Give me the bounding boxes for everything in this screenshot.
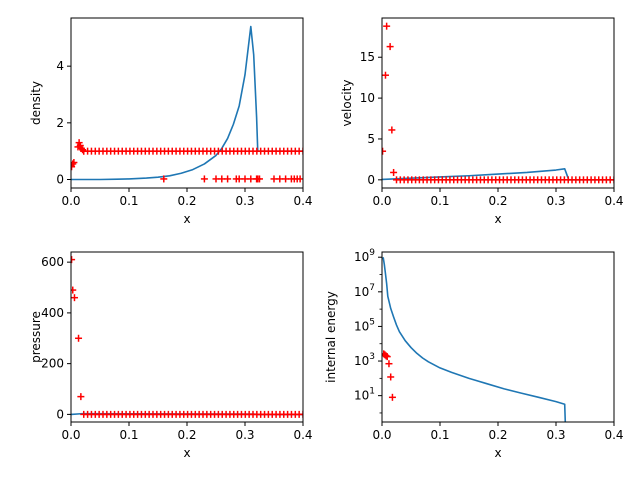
- x-axis-label: x: [494, 446, 501, 460]
- x-tick-label: 0.0: [61, 428, 80, 442]
- x-tick-label: 0.3: [235, 194, 254, 208]
- scatter-point: [200, 175, 208, 183]
- x-tick-label: 0.3: [546, 428, 565, 442]
- scatter-point: [382, 71, 389, 79]
- y-tick-exponent: 5: [369, 317, 375, 327]
- y-tick-exponent: 3: [369, 352, 375, 362]
- x-axis-label: x: [183, 212, 190, 226]
- y-axis-label: density: [29, 81, 43, 125]
- y-tick-label: 10: [360, 91, 375, 105]
- y-tick-label: 0: [56, 173, 64, 187]
- y-tick-label: 0: [367, 173, 375, 187]
- y-tick-label: 2: [56, 116, 64, 130]
- y-tick-label: 107: [354, 283, 375, 299]
- scatter-point: [75, 334, 83, 342]
- scatter-point: [296, 175, 303, 183]
- scatter-point: [71, 286, 77, 294]
- plot-area: [382, 257, 567, 422]
- x-tick-label: 0.1: [119, 194, 138, 208]
- scatter-point: [388, 393, 396, 401]
- density-subplot: 0.0 0.1 0.2 0.3 0.4 0 2 4 x density: [29, 17, 313, 226]
- x-tick-label: 0.4: [604, 428, 623, 442]
- y-tick-exponent: 7: [369, 283, 375, 293]
- scatter-point: [299, 410, 303, 418]
- scatter-point: [79, 146, 87, 154]
- y-tick-label: 400: [41, 306, 64, 320]
- x-tick-label: 0.1: [119, 428, 138, 442]
- series-line: [382, 257, 567, 422]
- y-tick-base: 10: [354, 354, 369, 368]
- scatter-point: [385, 360, 393, 368]
- y-tick-label: 101: [354, 387, 375, 403]
- plot-area: [382, 22, 614, 184]
- y-tick-label: 5: [367, 132, 375, 146]
- scatter-point: [256, 175, 263, 183]
- y-tick-base: 10: [354, 389, 369, 403]
- scatter-point: [388, 126, 396, 134]
- x-tick-label: 0.0: [372, 194, 391, 208]
- x-tick-label: 0.0: [61, 194, 80, 208]
- y-axis-label: pressure: [29, 311, 43, 363]
- scatter-point: [71, 160, 77, 168]
- scatter-point: [224, 175, 232, 183]
- scatter-point: [77, 393, 85, 401]
- scatter-point: [383, 22, 391, 30]
- pressure-subplot: 0.0 0.1 0.2 0.3 0.4 0 200 400 600 x pressure: [29, 251, 313, 460]
- scatter-point: [390, 168, 398, 176]
- y-tick-exponent: 1: [369, 387, 375, 397]
- scatter-point: [610, 176, 614, 184]
- y-tick-label: 600: [41, 255, 64, 269]
- y-tick-base: 10: [354, 250, 369, 264]
- y-axis-label: internal energy: [324, 291, 338, 383]
- scatter-point: [382, 352, 390, 360]
- series-line: [382, 167, 614, 181]
- series-line: [71, 25, 303, 181]
- plot-area: [71, 256, 303, 418]
- x-tick-label: 0.0: [372, 428, 391, 442]
- scatter-point: [386, 43, 394, 51]
- x-tick-label: 0.2: [488, 428, 507, 442]
- y-axis-label: velocity: [340, 80, 354, 127]
- y-tick-exponent: 9: [369, 248, 375, 258]
- y-tick-label: 0: [56, 407, 64, 421]
- y-tick-label: 109: [354, 248, 375, 264]
- y-tick-label: 15: [360, 50, 375, 64]
- x-tick-label: 0.2: [177, 428, 196, 442]
- scatter-point: [299, 147, 303, 155]
- scatter-point: [382, 147, 387, 155]
- y-tick-label: 4: [56, 59, 64, 73]
- x-tick-label: 0.2: [177, 194, 196, 208]
- x-axis-label: x: [494, 212, 501, 226]
- scatter-point: [387, 373, 395, 381]
- velocity-subplot: 0.0 0.1 0.2 0.3 0.4 0 5 10 15 x velocity: [340, 17, 624, 226]
- x-tick-label: 0.4: [604, 194, 623, 208]
- x-tick-label: 0.1: [430, 194, 449, 208]
- x-tick-label: 0.2: [488, 194, 507, 208]
- x-tick-label: 0.3: [546, 194, 565, 208]
- x-tick-label: 0.4: [293, 194, 312, 208]
- y-tick-base: 10: [354, 319, 369, 333]
- x-axis-label: x: [183, 446, 190, 460]
- scatter-point: [71, 294, 78, 302]
- x-tick-label: 0.1: [430, 428, 449, 442]
- scatter-point: [71, 159, 78, 166]
- x-tick-label: 0.4: [293, 428, 312, 442]
- internal-energy-subplot: 0.0 0.1 0.2 0.3 0.4101103105107109xinternal …: [324, 248, 624, 460]
- x-tick-label: 0.3: [235, 428, 254, 442]
- y-tick-label: 200: [41, 357, 64, 371]
- scatter-point: [383, 353, 391, 361]
- scatter-point: [160, 175, 168, 183]
- plot-area: [71, 25, 303, 183]
- y-tick-base: 10: [354, 285, 369, 299]
- y-tick-label: 103: [354, 352, 375, 368]
- y-tick-label: 105: [354, 317, 375, 333]
- scatter-point: [71, 256, 76, 264]
